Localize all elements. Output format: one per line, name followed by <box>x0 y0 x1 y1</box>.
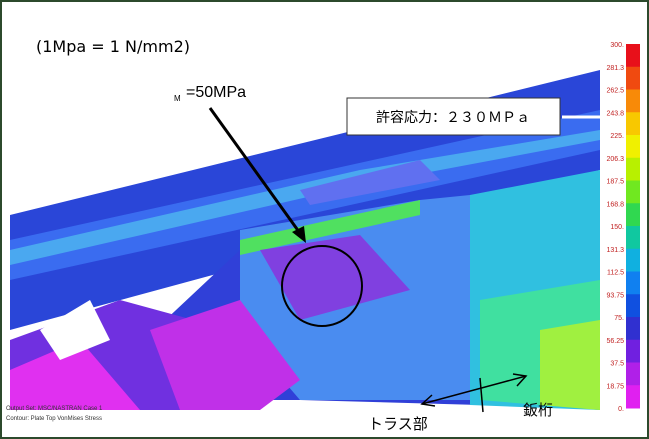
legend-label: 262.5 <box>606 88 624 95</box>
legend-cell <box>626 181 640 204</box>
legend-label: 168.8 <box>606 201 624 208</box>
legend-cell <box>626 112 640 135</box>
truss-label: トラス部 <box>368 415 428 433</box>
legend-cell <box>626 203 640 226</box>
legend-label: 0. <box>618 406 624 413</box>
legend-cell <box>626 67 640 90</box>
legend-label: 243.8 <box>606 110 624 117</box>
legend-cell <box>626 249 640 272</box>
legend-label: 206.3 <box>606 156 624 163</box>
legend-label: 225. <box>610 133 624 140</box>
legend-cell <box>626 385 640 408</box>
legend-cell <box>626 158 640 181</box>
legend-label: 300. <box>610 42 624 49</box>
legend-cell <box>626 340 640 363</box>
legend-label: 75. <box>614 315 624 322</box>
sigma-subscript: M <box>174 94 181 103</box>
legend-cell <box>626 44 640 67</box>
sigma-value: =50MPa <box>186 84 246 101</box>
unit-note: (1Mpa = 1 N/mm2) <box>36 37 190 56</box>
legend-label: 150. <box>610 224 624 231</box>
legend-cell <box>626 272 640 295</box>
legend-cell <box>626 294 640 317</box>
legend-cell <box>626 317 640 340</box>
screenshot: (1Mpa = 1 N/mm2) M =50MPa 許容応力：２３０ＭＰａ 30… <box>0 0 649 439</box>
legend-cell <box>626 90 640 113</box>
legend-label: 18.75 <box>606 383 624 390</box>
legend-label: 37.5 <box>610 361 624 368</box>
girder-label: 鈑桁 <box>523 401 553 419</box>
legend-label: 131.3 <box>606 247 624 254</box>
legend-cell <box>626 135 640 158</box>
footer-line: Output Set: MSC/NASTRAN Case 1 <box>6 406 103 412</box>
callout-text: 許容応力：２３０ＭＰａ <box>376 109 530 126</box>
legend-label: 93.75 <box>606 292 624 299</box>
legend-label: 281.3 <box>606 65 624 72</box>
legend-cell <box>626 226 640 249</box>
footer-line: Contour: Plate Top VonMises Stress <box>6 416 102 422</box>
legend-cell <box>626 363 640 386</box>
legend-label: 56.25 <box>606 338 624 345</box>
legend-label: 112.5 <box>607 270 624 277</box>
legend-label: 187.5 <box>606 179 624 186</box>
